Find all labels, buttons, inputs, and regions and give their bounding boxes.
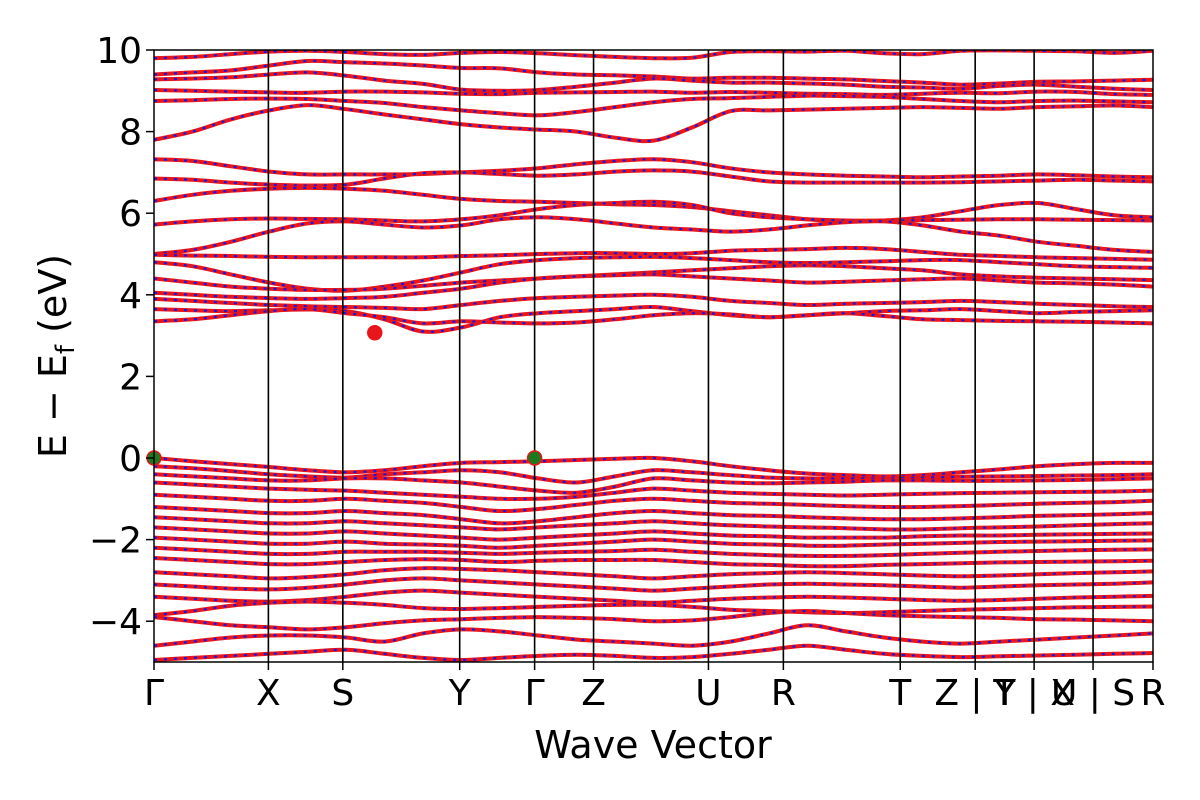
band-line-dash	[154, 200, 1153, 226]
band-line-dash	[154, 526, 1153, 541]
y-axis-label-sub: f	[51, 344, 81, 354]
y-tick-label: 0	[119, 439, 142, 480]
band-line	[154, 556, 1153, 569]
x-axis-label: Wave Vector	[534, 723, 772, 767]
band-line-dash	[154, 589, 1153, 604]
band-line-dash	[154, 516, 1153, 531]
x-tick-label: T	[888, 673, 912, 714]
x-tick-label: Γ	[525, 673, 545, 714]
x-tick-label: U | S	[1051, 673, 1135, 714]
y-tick-label: −2	[89, 521, 142, 562]
y-axis-label-tail: (eV)	[31, 254, 75, 345]
band-line-dash	[154, 293, 1153, 311]
band-line-dash	[154, 94, 1153, 117]
band-line-dash	[154, 216, 1153, 256]
band-line-dash	[154, 600, 1153, 617]
cbm-point	[367, 324, 383, 341]
band-line-dash	[154, 505, 1153, 525]
x-tick-label: S	[331, 673, 354, 714]
band-line-dash	[154, 609, 1153, 631]
vbm-point	[526, 450, 543, 466]
band-line-dash	[154, 456, 1153, 478]
band-line-dash	[154, 158, 1153, 179]
band-line-dash	[154, 473, 1153, 494]
band-line-dash	[154, 624, 1153, 647]
y-tick-label: 6	[119, 194, 142, 235]
band-line	[154, 88, 1153, 97]
y-tick-label: 2	[119, 357, 142, 398]
y-tick-label: 4	[119, 276, 142, 317]
x-tick-label: Y	[448, 673, 472, 714]
k-point-lines	[267, 50, 1094, 662]
band-line-dash	[154, 536, 1153, 549]
x-tick-label: Γ	[144, 673, 164, 714]
y-axis-label: E − Ef (eV)	[31, 254, 81, 458]
y-axis-ticks: −4 −2 0 2 4 6 8 10	[89, 31, 154, 643]
band-line-dash	[154, 169, 1153, 187]
band-line-dash	[154, 186, 1153, 223]
plot-frame	[153, 49, 1154, 663]
band-line	[154, 245, 1153, 262]
y-tick-label: 10	[96, 31, 142, 72]
band-line-dash	[154, 481, 1153, 501]
band-line-dash	[154, 577, 1153, 592]
x-tick-label: R	[771, 673, 796, 714]
band-line-dash	[154, 273, 1153, 301]
band-line-dash	[154, 493, 1153, 513]
band-line-dash	[154, 567, 1153, 580]
band-line-dash	[154, 307, 1153, 325]
y-axis-label-main: E − E	[31, 354, 75, 458]
x-tick-label: Z	[581, 673, 606, 714]
band-line	[154, 545, 1153, 559]
x-tick-label: X	[256, 673, 281, 714]
y-tick-label: 8	[119, 113, 142, 154]
bands-layer	[154, 50, 1153, 662]
x-tick-label: Z | Y	[934, 673, 1017, 714]
x-tick-label: U	[695, 673, 721, 714]
band-line-dash	[154, 71, 1153, 92]
x-tick-label: R	[1140, 673, 1165, 714]
band-line-dash	[154, 59, 1153, 86]
band-line-dash	[154, 644, 1153, 662]
y-tick-label: −4	[89, 602, 142, 643]
x-tick-label: T | X	[992, 673, 1075, 714]
band-line	[154, 103, 1153, 144]
band-line-dash	[154, 465, 1153, 484]
